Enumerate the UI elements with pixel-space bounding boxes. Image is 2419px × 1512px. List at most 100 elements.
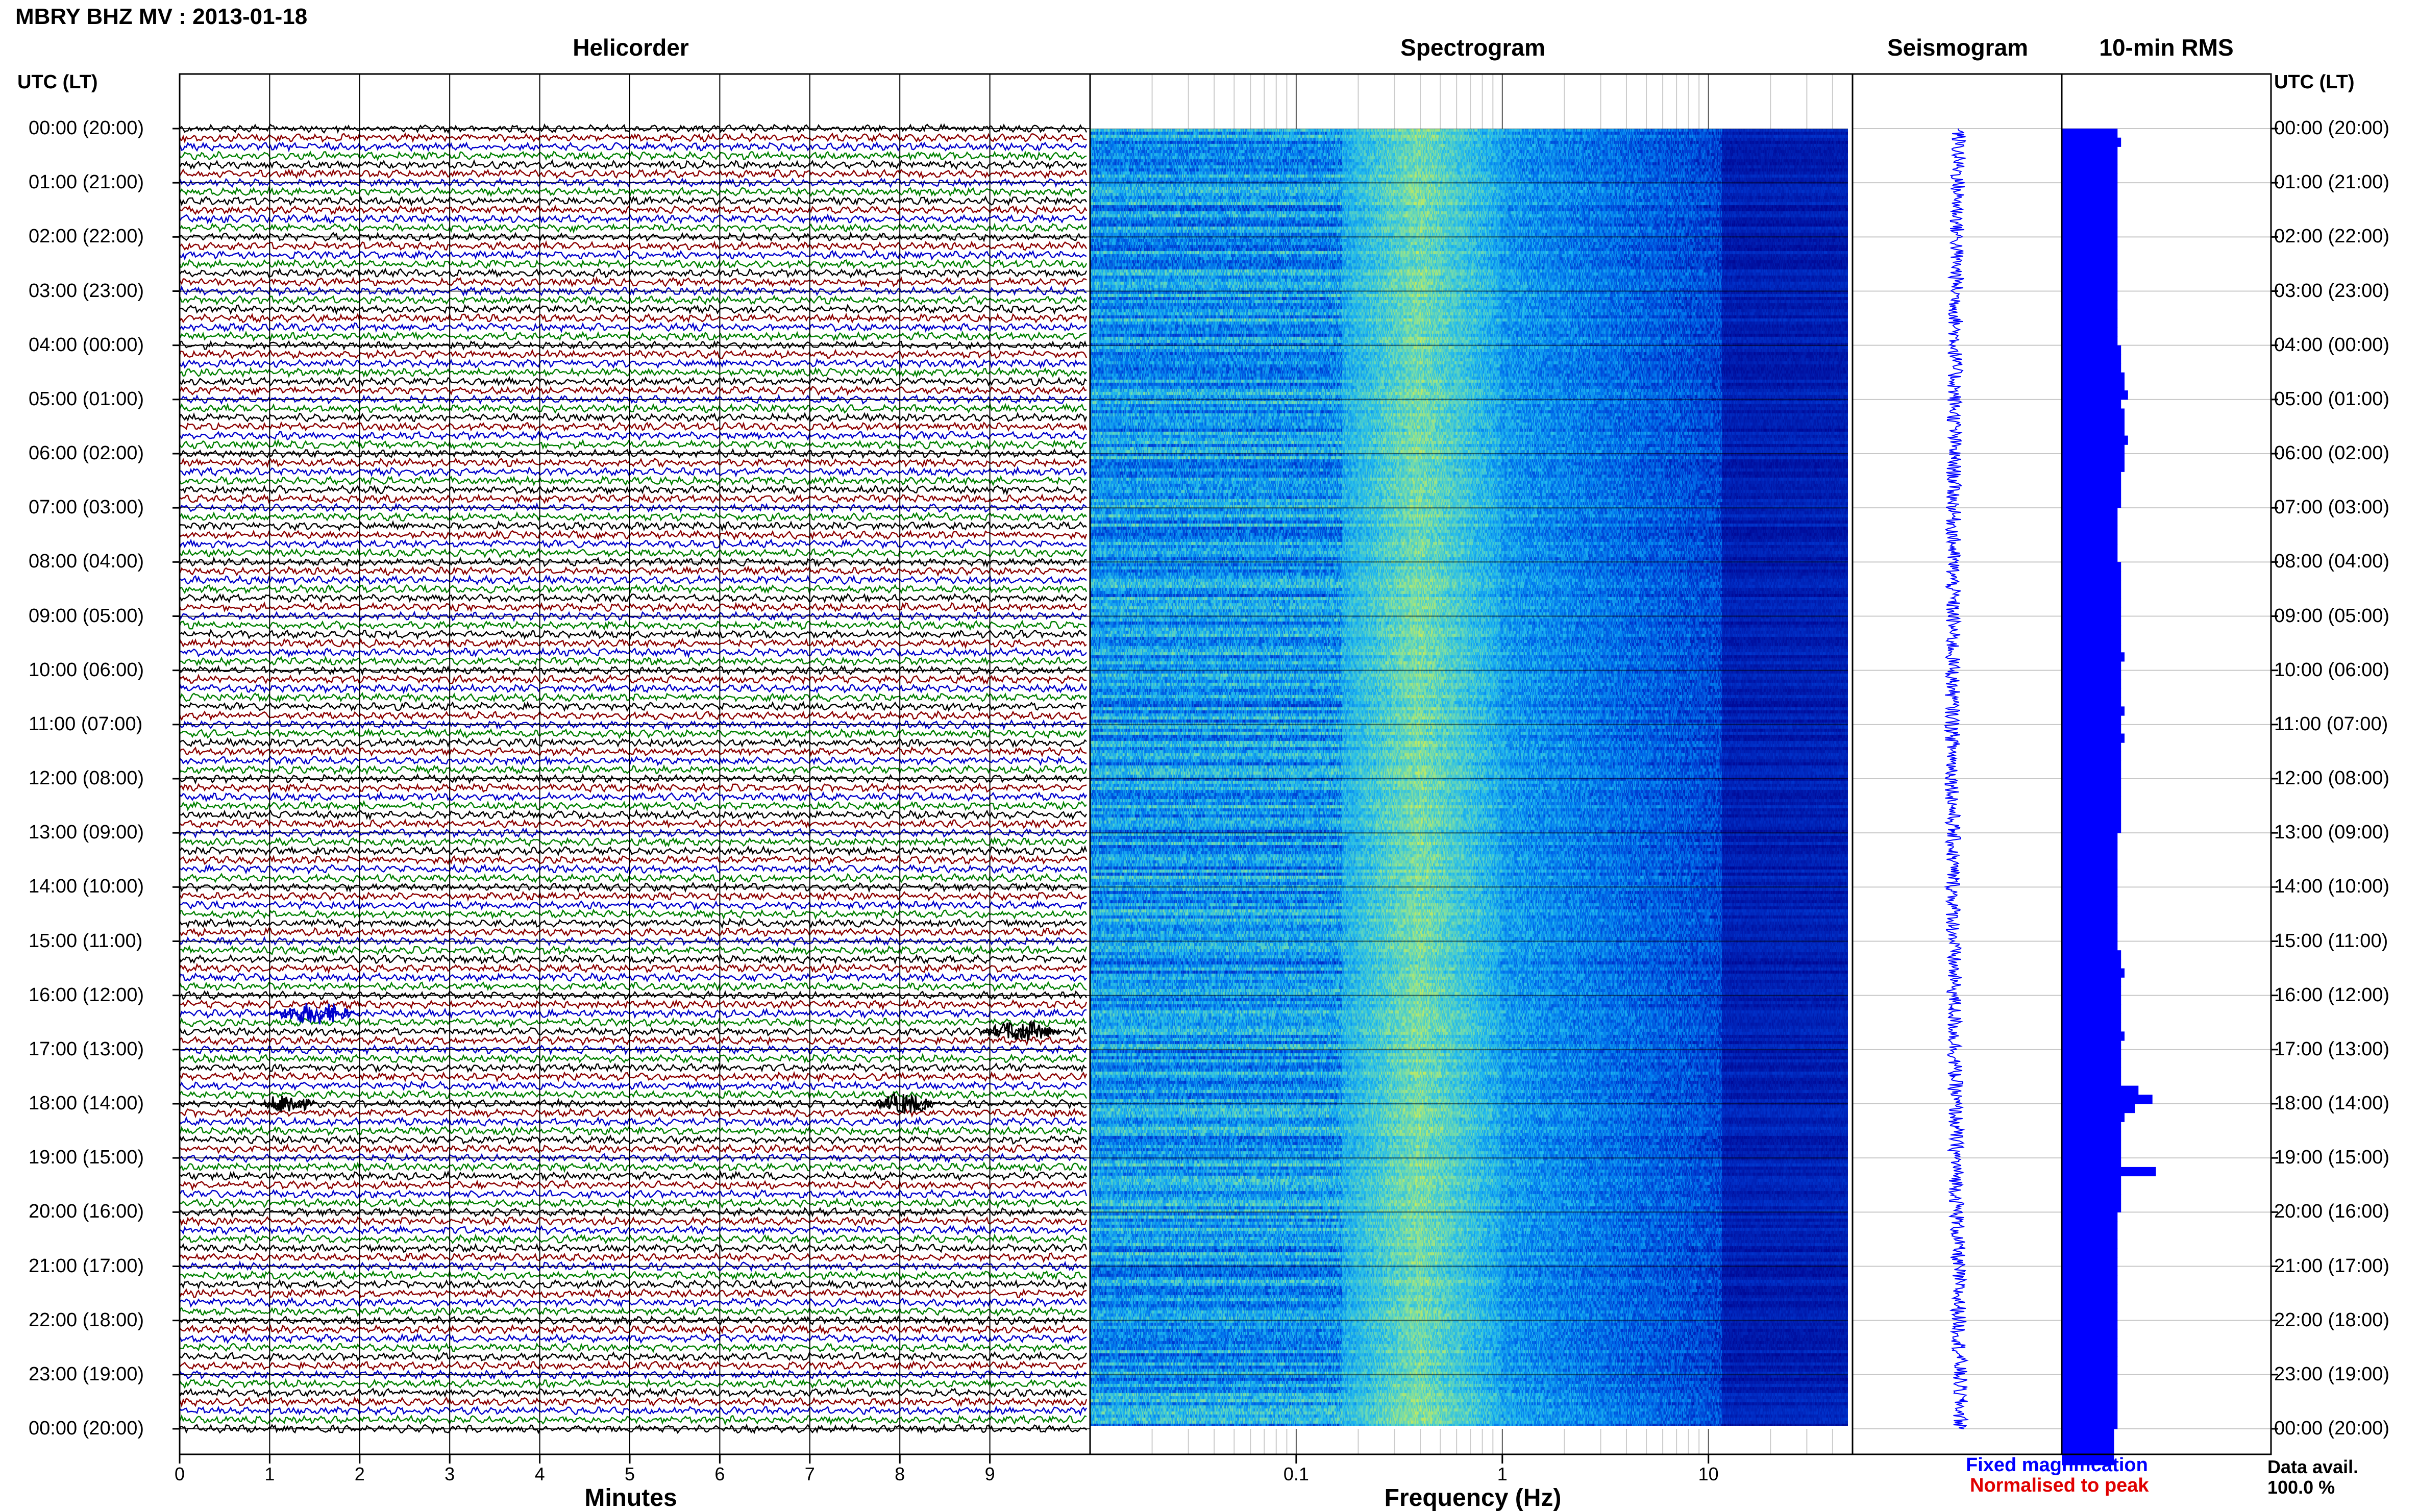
helicorder-trace — [179, 908, 1088, 920]
rms-bar — [2062, 300, 2118, 310]
time-label: 15:00 (11:00) — [2274, 930, 2388, 952]
rms-bar — [2062, 282, 2118, 291]
helicorder-trace — [179, 1396, 1088, 1408]
time-label: 02:00 (22:00) — [2274, 226, 2390, 247]
rms-bar — [2062, 697, 2121, 707]
seismogram-line — [1943, 128, 1969, 1429]
rms-bar — [2062, 435, 2128, 445]
time-label: 01:00 (21:00) — [29, 171, 144, 193]
helicorder-trace — [179, 511, 1087, 523]
rms-bar — [2062, 1248, 2118, 1258]
rms-bar — [2062, 760, 2121, 770]
helicorder-trace — [179, 177, 1088, 189]
rms-bar — [2062, 1185, 2121, 1195]
rms-bar — [2062, 372, 2125, 382]
helicorder-trace — [179, 755, 1087, 766]
rms-bar — [2062, 210, 2118, 219]
helicorder-trace — [179, 601, 1088, 613]
rms-bar — [2062, 1239, 2118, 1249]
time-label: 03:00 (23:00) — [2274, 280, 2390, 302]
time-label: 07:00 (03:00) — [2274, 497, 2390, 518]
helicorder-trace — [179, 339, 1088, 351]
rms-bar — [2062, 824, 2121, 833]
helicorder-trace — [179, 628, 1087, 640]
helicorder-trace — [179, 1170, 1088, 1182]
rms-bar — [2062, 1393, 2118, 1402]
rms-bar — [2062, 562, 2121, 572]
rms-bar — [2062, 932, 2118, 941]
helicorder-trace — [179, 809, 1088, 821]
rms-bar — [2062, 1167, 2156, 1177]
panel-frames — [179, 73, 2272, 1455]
rms-bar — [2062, 616, 2121, 626]
helicorder-xlabel: Minutes — [584, 1484, 677, 1511]
rms-bar — [2062, 779, 2121, 788]
time-label: 18:00 (14:00) — [29, 1093, 144, 1114]
helicorder-trace — [179, 357, 1087, 369]
helicorder-trace — [179, 1288, 1087, 1299]
rms-bar — [2062, 345, 2121, 355]
rms-bar — [2062, 571, 2121, 581]
time-label: 16:00 (12:00) — [29, 984, 144, 1006]
helicorder-trace — [179, 1017, 1087, 1029]
helicorder-trace — [179, 1080, 1087, 1092]
helicorder-trace — [179, 466, 1088, 478]
helicorder-trace — [179, 1378, 1087, 1390]
rms-bar — [2062, 183, 2118, 192]
helicorder-tick-label: 6 — [714, 1464, 725, 1484]
time-label: 09:00 (05:00) — [29, 605, 144, 627]
helicorder-trace — [179, 764, 1088, 776]
rms-bar — [2062, 1176, 2121, 1185]
helicorder-trace — [179, 186, 1087, 198]
helicorder-trace — [179, 267, 1088, 279]
helicorder-trace — [179, 863, 1088, 875]
rms-bar — [2062, 508, 2118, 517]
time-label: 10:00 (06:00) — [2274, 659, 2390, 681]
rms-bar — [2062, 814, 2121, 824]
rms-bar — [2062, 1031, 2125, 1041]
rms-bar — [2062, 1004, 2121, 1014]
time-label: 19:00 (15:00) — [2274, 1147, 2390, 1169]
rms-bar — [2062, 535, 2118, 544]
rms-bar — [2062, 1383, 2118, 1393]
spectrogram-tick-label: 1 — [1497, 1464, 1508, 1484]
helicorder-trace — [179, 845, 1088, 857]
helicorder-trace — [179, 1333, 1087, 1345]
helicorder-trace — [179, 330, 1087, 342]
rms-bar — [2062, 553, 2118, 562]
time-label: 00:00 (20:00) — [29, 117, 144, 139]
rms-bar — [2062, 598, 2121, 608]
rms-bar — [2062, 129, 2118, 138]
rms-bar — [2062, 264, 2118, 274]
rms-bar — [2062, 1104, 2135, 1113]
time-label: 06:00 (02:00) — [2274, 442, 2390, 464]
time-label: 08:00 (04:00) — [29, 551, 144, 573]
rms-bar — [2062, 1257, 2118, 1267]
helicorder-trace — [179, 195, 1088, 207]
rms-bar — [2062, 841, 2118, 852]
time-label: 00:00 (20:00) — [2274, 1418, 2390, 1439]
helicorder-trace — [179, 1215, 1088, 1227]
time-label: 02:00 (22:00) — [29, 226, 144, 247]
helicorder-trace — [179, 953, 1087, 965]
helicorder-trace — [179, 1125, 1088, 1136]
helicorder-trace — [179, 222, 1088, 234]
rms-bar — [2062, 905, 2118, 914]
helicorder-trace — [179, 1243, 1088, 1254]
rms-bar — [2062, 833, 2118, 842]
time-label: 13:00 (09:00) — [2274, 822, 2390, 844]
helicorder-trace — [179, 140, 1088, 153]
helicorder-trace — [179, 592, 1088, 604]
helicorder-trace — [179, 674, 1087, 685]
rms-bar — [2062, 1356, 2118, 1366]
rms-bar — [2062, 1401, 2118, 1411]
helicorder-trace — [179, 980, 1087, 992]
helicorder-tick-label: 4 — [534, 1464, 545, 1484]
helicorder-traces — [179, 123, 1088, 1435]
helicorder-trace — [179, 962, 1087, 975]
helicorder-tick-label: 1 — [264, 1464, 275, 1484]
helicorder-trace — [179, 132, 1087, 144]
helicorder-trace — [179, 150, 1087, 162]
helicorder-trace — [179, 1134, 1087, 1146]
utc-header-right: UTC (LT) — [2274, 71, 2355, 93]
